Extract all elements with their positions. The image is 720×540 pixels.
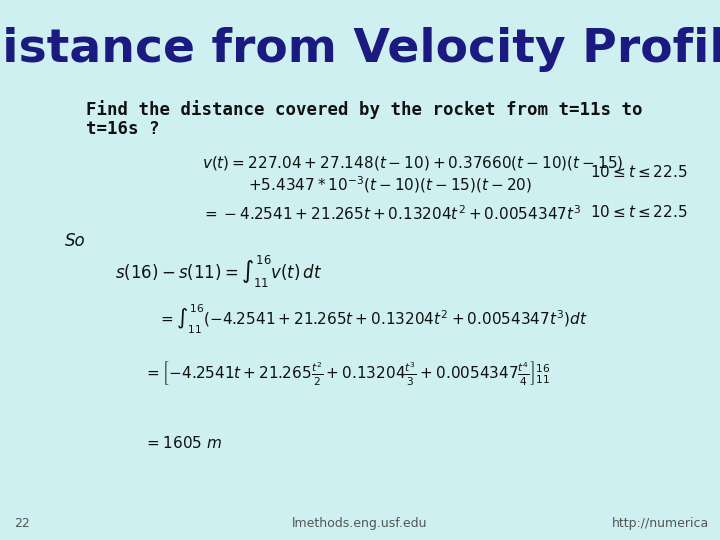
Text: $= 1605 \ m$: $= 1605 \ m$ bbox=[144, 435, 222, 451]
Text: $s(16) - s(11) = \int_{11}^{16} v(t)\,dt$: $s(16) - s(11) = \int_{11}^{16} v(t)\,dt… bbox=[115, 254, 323, 290]
Text: $= \left[-4.2541t + 21.265\frac{t^2}{2} + 0.13204\frac{t^3}{3} + 0.0054347\frac{: $= \left[-4.2541t + 21.265\frac{t^2}{2} … bbox=[144, 359, 551, 387]
Text: $10 \leq t \leq 22.5$: $10 \leq t \leq 22.5$ bbox=[590, 204, 688, 220]
Text: http://numerica: http://numerica bbox=[612, 517, 709, 530]
Text: $= \int_{11}^{16} \left(-4.2541 + 21.265t + 0.13204t^2 + 0.0054347t^3\right)dt$: $= \int_{11}^{16} \left(-4.2541 + 21.265… bbox=[158, 302, 588, 336]
Text: t=16s ?: t=16s ? bbox=[86, 120, 160, 138]
Text: $= -4.2541 + 21.265t + 0.13204t^2 + 0.0054347t^3$: $= -4.2541 + 21.265t + 0.13204t^2 + 0.00… bbox=[202, 204, 581, 223]
Text: $+ 5.4347 * 10^{-3}(t-10)(t-15)(t-20)$: $+ 5.4347 * 10^{-3}(t-10)(t-15)(t-20)$ bbox=[248, 174, 533, 194]
Text: So: So bbox=[65, 232, 86, 249]
Text: 22: 22 bbox=[14, 517, 30, 530]
Text: $v(t) = 227.04 + 27.148(t-10) + 0.37660(t-10)(t-15)$: $v(t) = 227.04 + 27.148(t-10) + 0.37660(… bbox=[202, 154, 623, 172]
Text: Find the distance covered by the rocket from t=11s to: Find the distance covered by the rocket … bbox=[86, 100, 643, 119]
Text: $10 \leq t \leq 22.5$: $10 \leq t \leq 22.5$ bbox=[590, 164, 688, 180]
Text: Distance from Velocity Profile: Distance from Velocity Profile bbox=[0, 27, 720, 72]
Text: lmethods.eng.usf.edu: lmethods.eng.usf.edu bbox=[292, 517, 428, 530]
